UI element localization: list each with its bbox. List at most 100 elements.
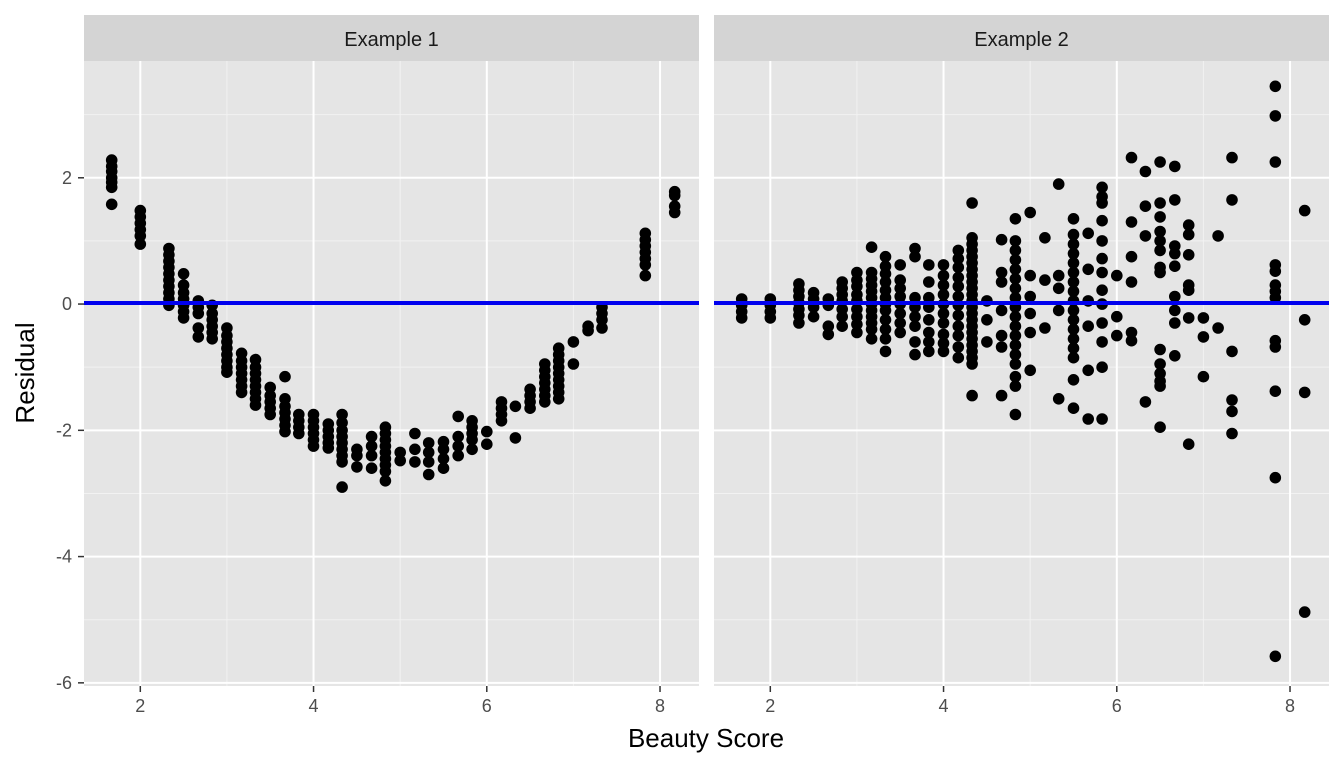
data-point [923,336,935,348]
data-point [1269,80,1282,93]
data-point [1067,342,1080,355]
data-point [952,280,965,293]
data-point [1067,247,1080,260]
data-point [394,446,407,459]
data-point [966,197,978,209]
data-point [995,304,1008,317]
data-point [937,288,950,301]
data-point [1212,322,1224,334]
data-point [865,323,878,336]
x-tick-label: 6 [482,696,492,716]
data-point [1067,314,1080,326]
x-tick-label: 4 [309,696,319,716]
data-point [879,314,892,326]
data-point [1096,317,1108,329]
data-point [336,456,348,468]
data-point [995,389,1008,402]
data-point [923,314,935,326]
data-point [952,261,965,274]
data-point [1169,317,1181,329]
data-point [952,309,965,322]
strip-label-example-2: Example 2 [974,29,1069,51]
data-point [822,328,835,341]
data-point [1226,194,1238,206]
data-point [1212,230,1224,242]
data-point [279,425,291,438]
data-point [249,399,262,411]
data-point [1169,247,1181,260]
data-point [1197,331,1210,343]
data-point [952,244,965,257]
data-point [995,276,1008,288]
data-point [923,291,935,304]
data-point [1125,326,1138,339]
data-point [394,454,407,467]
data-point [822,320,835,333]
data-point [422,446,435,459]
data-point [952,320,965,333]
data-point [1052,282,1065,295]
data-point [264,408,277,421]
data-point [807,310,820,323]
data-point [879,333,892,345]
data-point [1024,269,1036,282]
data-point [1096,413,1108,425]
data-point [1009,408,1022,421]
data-point [836,310,848,323]
data-point [879,276,892,288]
data-point [1096,252,1108,265]
data-point [177,312,190,324]
data-point [437,462,450,475]
data-point [793,317,805,329]
data-point [937,337,950,350]
data-point [937,328,950,341]
data-point [466,434,478,446]
data-point [1197,312,1210,324]
data-point [1169,160,1181,173]
data-point [1125,334,1138,347]
data-point [1067,402,1080,415]
data-point [192,307,205,320]
data-point [452,449,465,462]
data-point [1226,394,1238,406]
y-tick-label: -6 [56,673,72,693]
data-point [1009,339,1022,351]
panel-background-example-2 [714,61,1329,686]
data-point [1067,228,1080,241]
data-point [1039,232,1051,244]
data-point [1298,606,1311,618]
data-point [1226,345,1238,358]
data-point [1226,151,1238,164]
data-point [1154,266,1166,279]
x-axis-example-1: 2 4 6 8 [135,686,665,716]
data-point [937,269,950,282]
gridlines-example-1 [84,61,699,686]
x-tick-label: 4 [939,696,949,716]
data-point [1182,284,1195,297]
data-point [735,312,748,324]
points-example-2 [735,80,1311,663]
data-point [879,304,892,317]
data-point [1096,181,1108,194]
data-point [539,396,551,408]
data-point [1269,291,1282,304]
data-point [894,317,906,329]
data-point [567,358,580,370]
data-point [894,259,906,271]
data-point [1096,266,1108,279]
data-point [221,366,233,379]
data-point [1182,312,1195,324]
data-point [1067,257,1080,269]
data-point [1154,156,1166,168]
data-point [582,324,594,337]
data-point [1298,314,1311,326]
data-point [1082,413,1094,425]
y-tick-label: 2 [62,168,72,188]
data-point [1154,421,1166,434]
data-point [1009,320,1022,333]
y-axis-title: Residual [10,322,40,423]
data-point [894,307,906,320]
data-point [452,440,465,452]
data-point [379,475,392,487]
